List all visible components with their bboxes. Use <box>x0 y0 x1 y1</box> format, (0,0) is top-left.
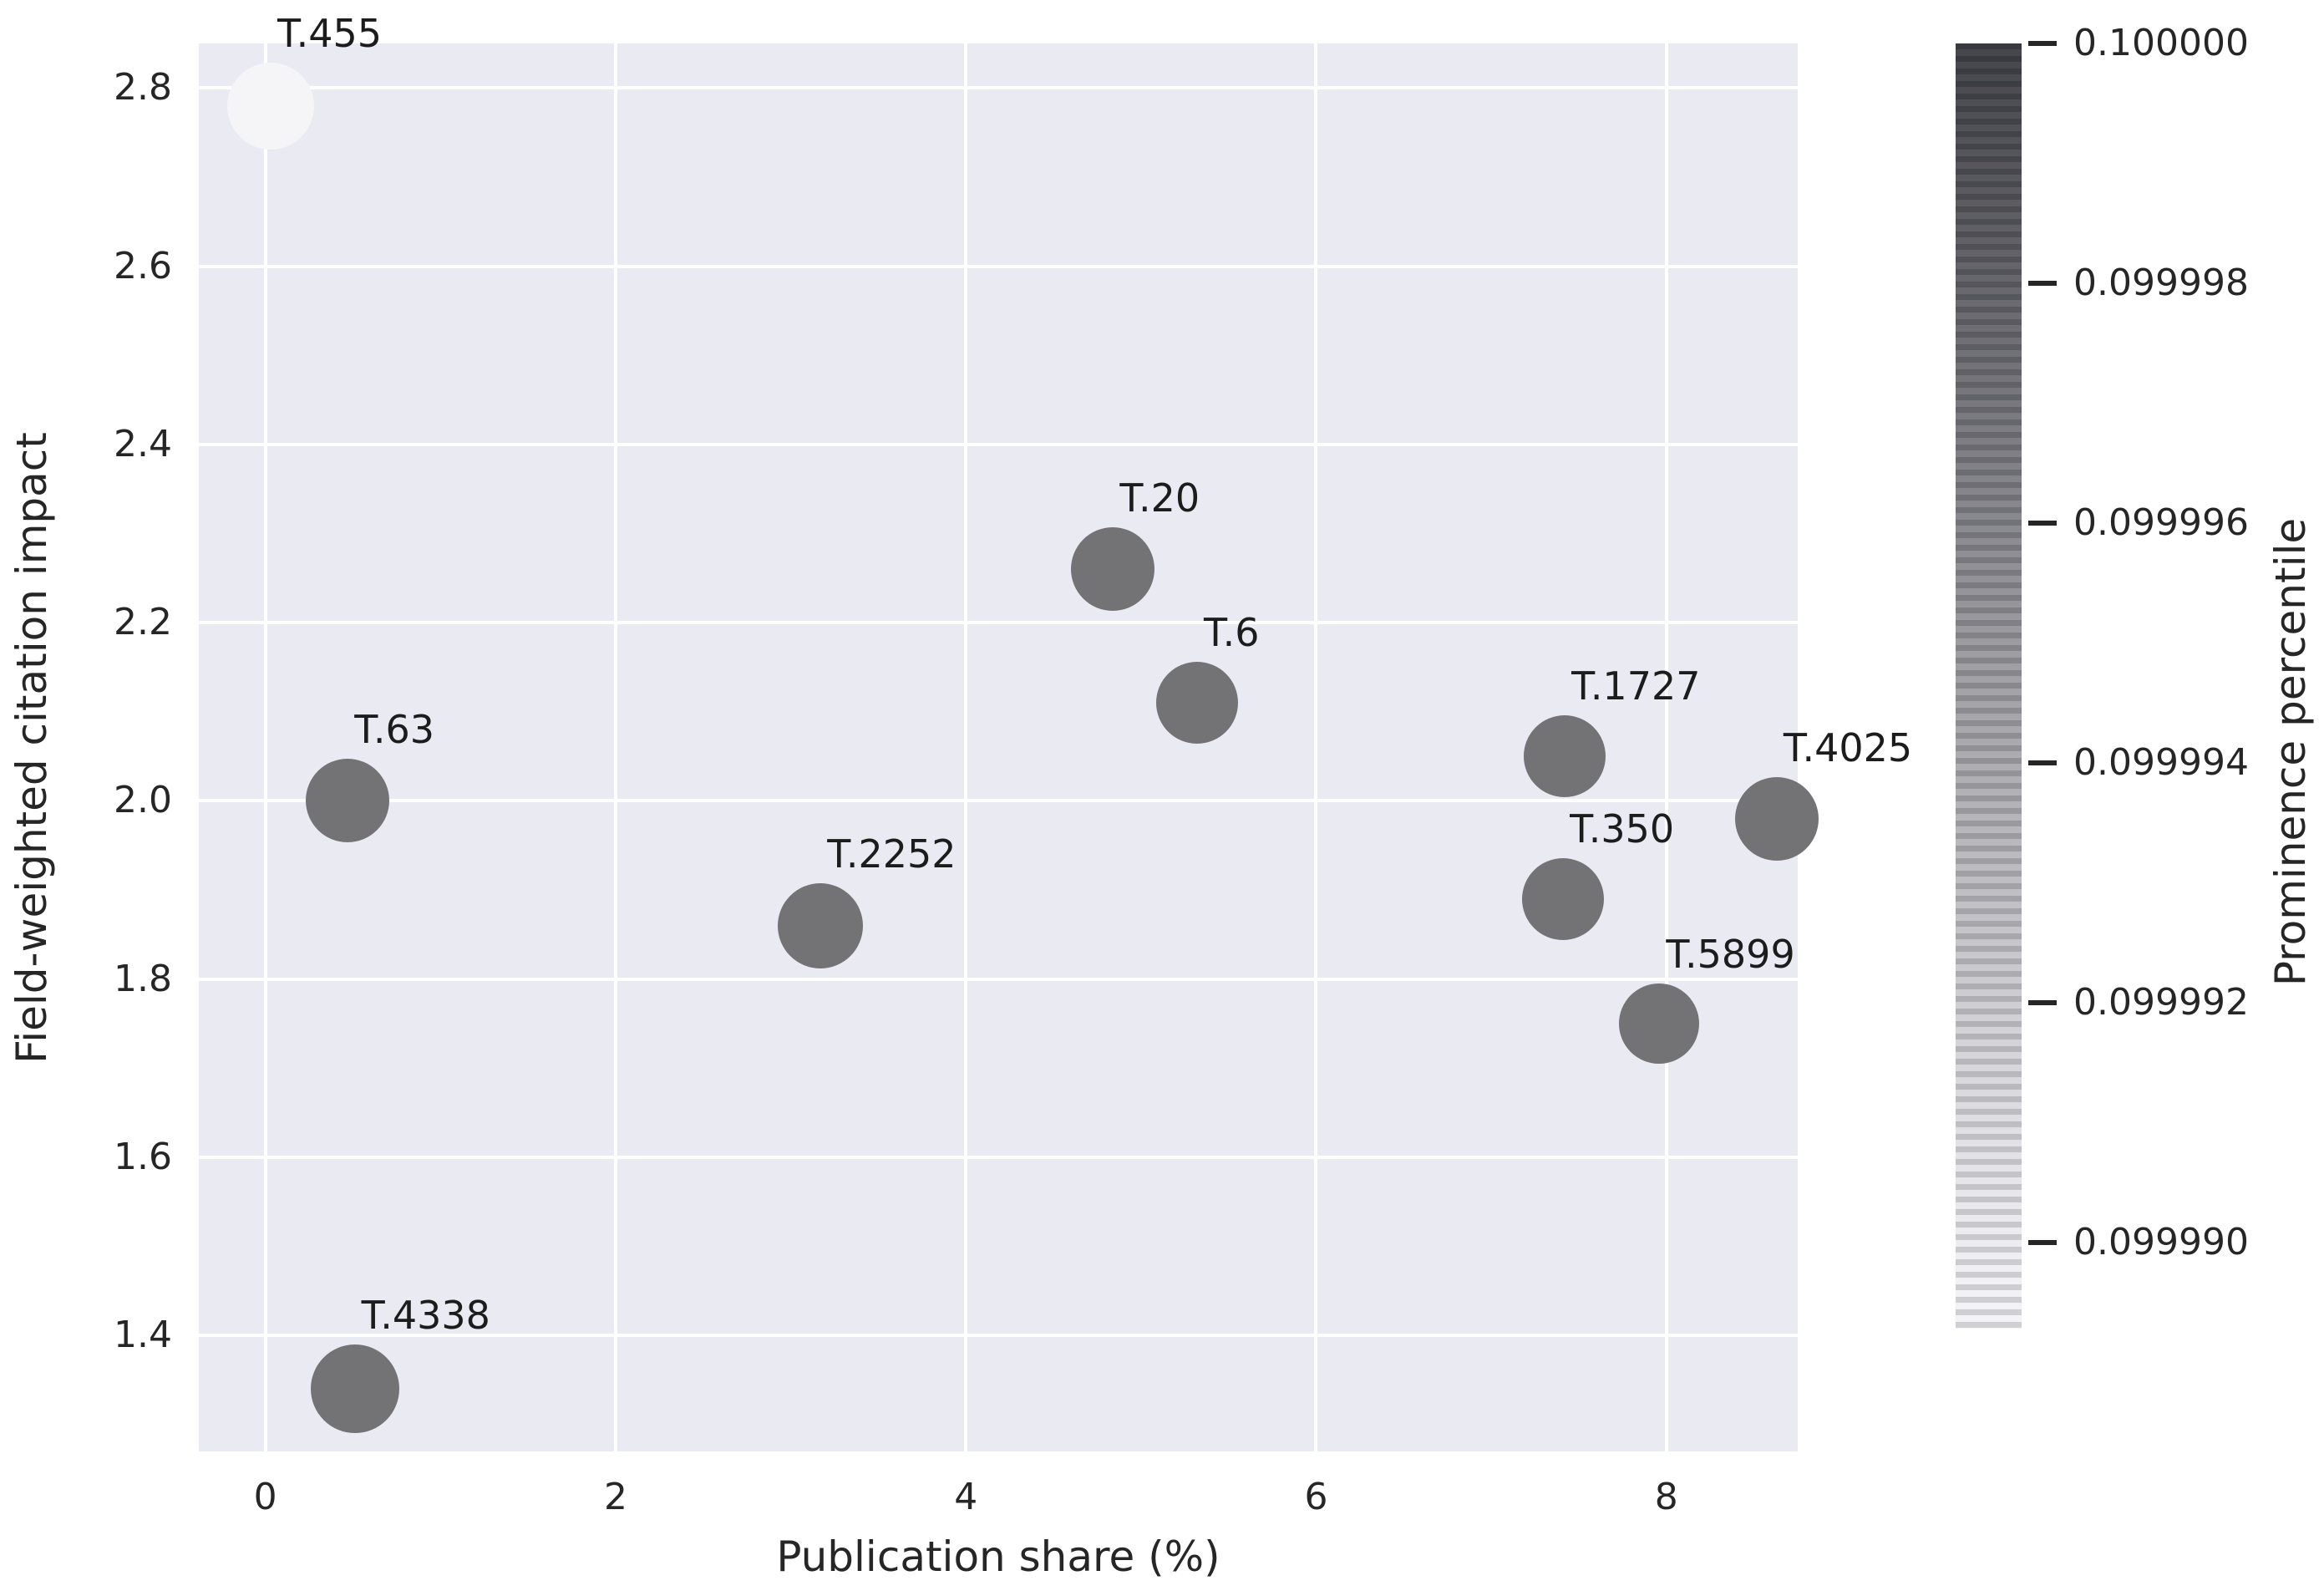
point-label-T.20: T.20 <box>1119 475 1200 521</box>
colorbar-tick-0.099994: 0.099994 <box>2073 741 2249 784</box>
colorbar <box>1956 43 2022 1329</box>
data-point-T.2252 <box>778 882 864 968</box>
y-gridline-2.4 <box>199 442 1798 446</box>
y-tick-2.0: 2.0 <box>114 779 172 822</box>
x-tick-6: 6 <box>1304 1476 1328 1518</box>
colorbar-label: Prominence percentile <box>2266 517 2315 987</box>
x-tick-4: 4 <box>954 1476 978 1518</box>
colorbar-tick-dash-0.099998 <box>2028 281 2057 286</box>
point-label-T.5899: T.5899 <box>1666 932 1795 978</box>
data-point-T.4025 <box>1734 776 1819 861</box>
x-gridline-2 <box>613 43 617 1451</box>
x-tick-0: 0 <box>253 1476 277 1518</box>
data-point-T.63 <box>306 759 390 843</box>
data-point-T.4338 <box>310 1344 399 1434</box>
colorbar-tick-dash-0.099990 <box>2028 1240 2057 1245</box>
colorbar-tick-dash-0.100000 <box>2028 41 2057 46</box>
data-point-T.20 <box>1071 527 1155 612</box>
y-gridline-1.6 <box>199 1156 1798 1160</box>
x-gridline-4 <box>964 43 968 1451</box>
data-point-T.350 <box>1522 857 1605 940</box>
y-tick-2.2: 2.2 <box>114 601 172 644</box>
y-tick-1.4: 1.4 <box>114 1314 172 1357</box>
data-point-T.455 <box>226 62 314 150</box>
y-tick-1.6: 1.6 <box>114 1136 172 1179</box>
point-label-T.455: T.455 <box>277 10 382 56</box>
colorbar-tick-dash-0.099996 <box>2028 521 2057 526</box>
y-axis-label: Field-weighted citation impact <box>8 432 56 1064</box>
point-label-T.4025: T.4025 <box>1783 724 1913 770</box>
y-gridline-2.8 <box>199 86 1798 90</box>
y-tick-2.4: 2.4 <box>114 422 172 465</box>
x-gridline-6 <box>1314 43 1318 1451</box>
colorbar-tick-0.099992: 0.099992 <box>2073 981 2249 1024</box>
point-label-T.63: T.63 <box>354 707 434 753</box>
point-label-T.6: T.6 <box>1203 610 1260 656</box>
x-gridline-0 <box>263 43 267 1451</box>
colorbar-tick-0.099996: 0.099996 <box>2073 501 2249 544</box>
y-gridline-1.4 <box>199 1334 1798 1338</box>
y-tick-1.8: 1.8 <box>114 957 172 1000</box>
point-label-T.4338: T.4338 <box>361 1293 490 1339</box>
colorbar-tick-0.099998: 0.099998 <box>2073 262 2249 304</box>
colorbar-tick-0.099990: 0.099990 <box>2073 1221 2249 1263</box>
data-point-T.6 <box>1155 662 1238 745</box>
y-gridline-2.6 <box>199 264 1798 268</box>
colorbar-tick-dash-0.099992 <box>2028 1000 2057 1005</box>
colorbar-tick-dash-0.099994 <box>2028 760 2057 765</box>
x-gridline-8 <box>1664 43 1668 1451</box>
point-label-T.2252: T.2252 <box>827 831 956 877</box>
x-axis-label: Publication share (%) <box>776 1532 1220 1581</box>
y-tick-2.8: 2.8 <box>114 66 172 109</box>
data-point-T.5899 <box>1619 984 1700 1065</box>
x-tick-2: 2 <box>603 1476 627 1518</box>
y-gridline-1.8 <box>199 977 1798 981</box>
y-tick-2.6: 2.6 <box>114 244 172 287</box>
x-tick-8: 8 <box>1654 1476 1678 1518</box>
data-point-T.1727 <box>1524 715 1606 798</box>
point-label-T.350: T.350 <box>1570 806 1675 851</box>
y-gridline-2.0 <box>199 799 1798 803</box>
point-label-T.1727: T.1727 <box>1571 663 1701 709</box>
colorbar-tick-0.100000: 0.100000 <box>2073 22 2249 64</box>
y-gridline-2.2 <box>199 621 1798 625</box>
